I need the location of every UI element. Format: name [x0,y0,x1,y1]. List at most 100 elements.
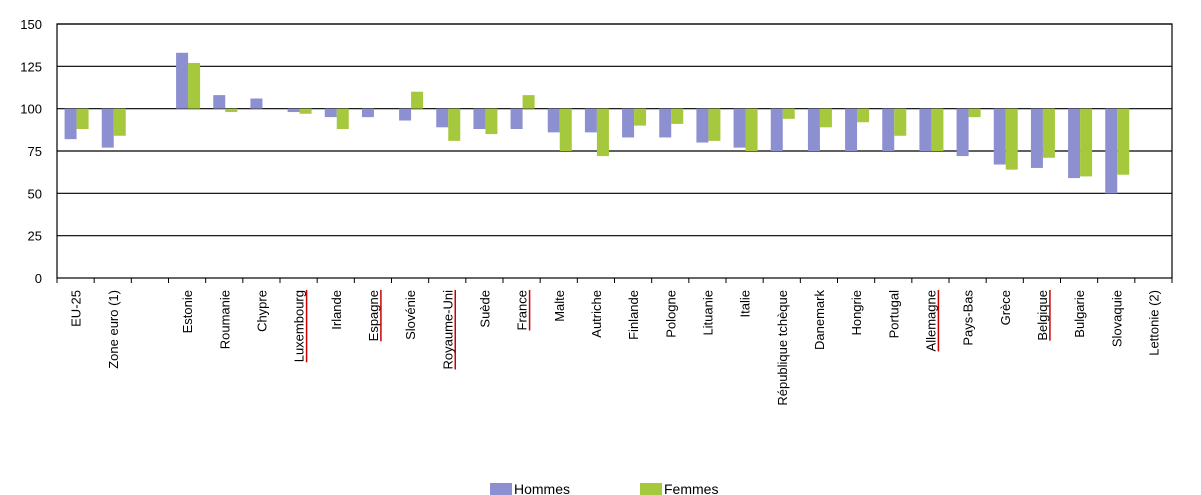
bar-femmes [968,108,981,118]
bar-hommes [882,108,895,151]
x-tick-label: Portugal [886,290,901,339]
bar-femmes [411,91,424,109]
legend-label-femmes: Femmes [664,481,718,495]
bar-femmes [1117,108,1130,175]
x-tick-label: Allemagne [923,290,938,351]
bar-femmes [485,108,498,135]
bar-hommes [807,108,820,151]
bar-femmes [894,108,907,136]
x-tick-label: Finlande [626,290,641,340]
y-tick-label: 50 [28,186,42,201]
bar-hommes [473,108,486,129]
bar-femmes [1080,108,1093,177]
bar-hommes [733,108,746,148]
x-tick-label: Roumanie [217,290,232,349]
bar-hommes [770,108,783,151]
x-tick-label: Malte [552,290,567,322]
bar-femmes [671,108,684,124]
x-tick-label: Slovénie [403,290,418,340]
bar-femmes [1042,108,1055,158]
x-tick-label: Suède [477,290,492,328]
bar-hommes [64,108,77,140]
bar-hommes [324,108,337,118]
bar-hommes [436,108,449,128]
bar-hommes [510,108,523,129]
x-tick-label: EU-25 [69,290,84,327]
bar-hommes [250,98,263,109]
bar-femmes [448,108,461,141]
bar-hommes [361,108,374,118]
bar-hommes [547,108,560,133]
bar-hommes [1105,108,1118,194]
x-tick-label: Pays-Bas [961,290,976,346]
x-tick-label: Zone euro (1) [106,290,121,369]
x-tick-label: Pologne [663,290,678,338]
legend-swatch-femmes [640,483,662,495]
bar-femmes [708,108,721,141]
bar-hommes [956,108,969,157]
x-tick-label: Espagne [366,290,381,341]
x-tick-labels: EU-25 Zone euro (1) Estonie Roumanie Chypre L… [69,290,1162,406]
x-tick-label: Irlande [329,290,344,330]
x-tick-label: Chypre [254,290,269,332]
bar-hommes [584,108,597,133]
bar-hommes [622,108,635,138]
bar-hommes [287,108,300,113]
bar-femmes [336,108,349,129]
bar-hommes [101,108,114,148]
legend-label-hommes: Hommes [514,481,570,495]
x-tick-label: Lituanie [700,290,715,336]
bar-femmes [188,62,201,109]
bar-femmes [76,108,89,129]
bar-femmes [745,108,758,151]
bar-hommes [399,108,412,121]
axes [56,23,1173,283]
bar-femmes [299,108,312,114]
bar-hommes [993,108,1006,165]
x-tick-label: République tchèque [775,290,790,406]
x-tick-label: Slovaquie [1109,290,1124,347]
x-tick-label: Hongrie [849,290,864,336]
y-tick-labels: 0 25 50 75 100 125 150 [20,17,42,286]
bar-femmes [819,108,832,128]
bar-hommes [845,108,858,151]
y-tick-label: 100 [20,102,42,117]
y-tick-label: 150 [20,17,42,32]
x-tick-label: Belgique [1035,290,1050,341]
bar-femmes [857,108,870,123]
bar-hommes [696,108,709,143]
legend: Hommes Femmes [490,481,718,495]
x-tick-label: Grèce [998,290,1013,325]
bar-femmes [1005,108,1018,170]
bar-femmes [522,95,535,109]
bar-hommes [1068,108,1081,179]
bar-femmes [559,108,572,151]
y-tick-label: 125 [20,59,42,74]
x-tick-label: Royaume-Uni [440,290,455,370]
y-tick-label: 75 [28,144,42,159]
legend-swatch-hommes [490,483,512,495]
x-tick-label: Bulgarie [1072,290,1087,338]
bar-hommes [213,95,226,109]
y-tick-label: 0 [35,271,42,286]
y-tick-label: 25 [28,229,42,244]
bar-femmes [782,108,795,119]
bar-femmes [225,108,238,113]
x-tick-label: Lettonie (2) [1146,290,1161,356]
x-tick-label: France [515,290,530,330]
x-tick-label: Italie [738,290,753,317]
bar-hommes [659,108,672,138]
x-tick-label: Autriche [589,290,604,338]
bar-hommes [919,108,932,151]
bar-femmes [634,108,647,126]
bar-hommes [1030,108,1043,168]
x-tick-label: Danemark [812,290,827,350]
x-tick-label: Luxembourg [292,290,307,362]
bar-femmes [113,108,126,136]
bars [64,52,1130,194]
x-tick-label: Estonie [180,290,195,333]
bar-hommes [176,52,189,109]
bar-femmes [931,108,944,151]
bar-femmes [596,108,609,157]
